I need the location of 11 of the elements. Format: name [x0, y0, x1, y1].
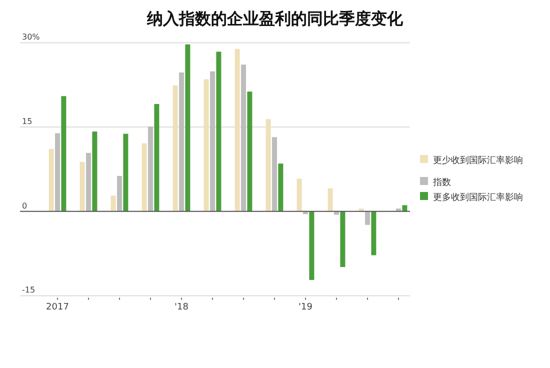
- chart-title: 纳入指数的企业盈利的同比季度变化: [146, 9, 404, 28]
- y-tick-label: 30%: [22, 32, 40, 42]
- legend-label: 更多收到国际汇率影响: [433, 192, 523, 203]
- legend-label: 指数: [432, 177, 451, 188]
- legend-label: 更少收到国际汇率影响: [433, 155, 523, 166]
- x-tick-label: '18: [174, 302, 189, 313]
- x-tick-label: '19: [298, 302, 313, 313]
- y-tick-label: 0: [22, 201, 28, 210]
- x-tick-label: 2017: [46, 302, 69, 313]
- y-tick-label: -15: [22, 286, 36, 295]
- y-tick-label: 15: [22, 117, 32, 126]
